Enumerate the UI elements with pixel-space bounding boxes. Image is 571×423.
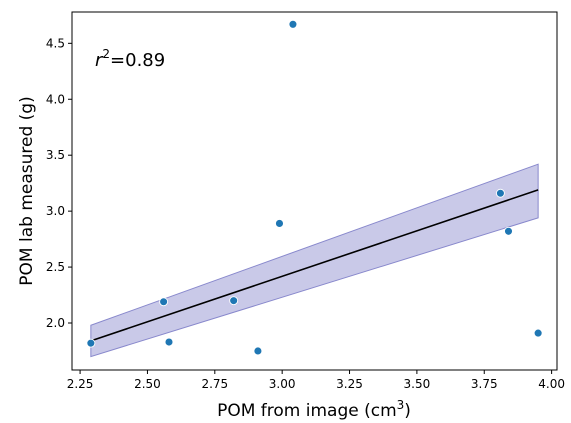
y-axis-label: POM lab measured (g): [17, 96, 37, 285]
data-point: [504, 226, 513, 236]
x-tick-label: 3.50: [404, 377, 431, 391]
x-tick-label: 3.00: [269, 377, 296, 391]
y-tick-label: 3.5: [46, 148, 65, 162]
x-tick-label: 2.50: [134, 377, 161, 391]
data-points-layer: [86, 19, 543, 356]
data-point: [229, 296, 239, 306]
x-axis-label: POM from image (cm3): [217, 398, 411, 421]
y-tick-label: 3.0: [46, 204, 65, 218]
y-tick-label: 2.5: [46, 260, 65, 274]
axes-layer: 2.25 2.50 2.75 3.00 3.25 3.50 3.75 4.00 2.0 2.5 3.…: [46, 11, 565, 391]
fit-line-layer: [90, 189, 539, 342]
confidence-band: [90, 163, 539, 358]
plot-frame: [71, 11, 558, 371]
y-tick-label: 4.5: [46, 36, 65, 50]
data-point: [533, 328, 543, 338]
x-tick-label: 4.00: [538, 377, 565, 391]
data-point: [159, 297, 169, 307]
y-tick-label: 4.0: [46, 92, 65, 106]
confidence-band-layer: [90, 163, 539, 358]
y-tick-label: 2.0: [46, 316, 65, 330]
x-tick-label: 2.25: [67, 377, 94, 391]
x-tick-label: 2.75: [201, 377, 228, 391]
data-point: [275, 218, 284, 228]
data-point: [495, 188, 505, 198]
data-point: [253, 346, 263, 356]
x-tick-label: 3.25: [336, 377, 363, 391]
data-point: [164, 337, 174, 347]
regression-line: [90, 189, 539, 342]
x-tick-label: 3.75: [471, 377, 498, 391]
r-squared-annotation: r2=0.89: [95, 47, 165, 71]
data-point: [86, 338, 96, 348]
data-point: [288, 19, 298, 29]
